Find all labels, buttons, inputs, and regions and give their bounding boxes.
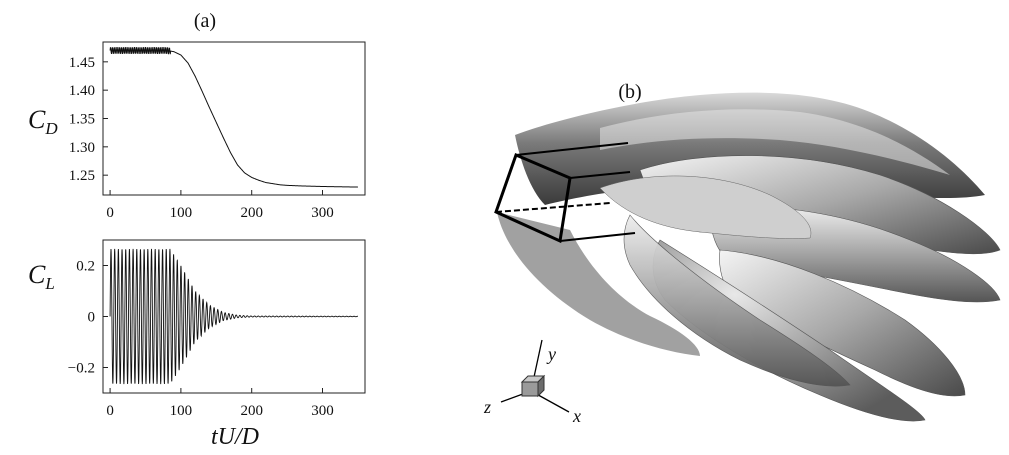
triad-label-y: y bbox=[546, 344, 556, 364]
cl-y-tick-label: −0.2 bbox=[68, 361, 95, 377]
top-ridge bbox=[600, 109, 950, 175]
cd-axis-label-main: C bbox=[28, 105, 46, 134]
cd-y-tick-label: 1.40 bbox=[69, 83, 95, 99]
triad-label-z: z bbox=[483, 397, 491, 417]
cl-x-ticks: 0 100 200 300 bbox=[106, 388, 334, 419]
cl-series-line bbox=[109, 248, 358, 385]
cd-x-tick-label: 0 bbox=[106, 205, 114, 221]
triad-label-x: x bbox=[572, 406, 581, 426]
cd-y-tick-label: 1.25 bbox=[69, 168, 95, 184]
cl-y-tick-label: 0 bbox=[88, 310, 96, 326]
cl-x-tick-label: 200 bbox=[240, 403, 263, 419]
cd-x-tick-label: 200 bbox=[240, 205, 263, 221]
cl-x-tick-label: 300 bbox=[311, 403, 334, 419]
cd-y-tick-label: 1.45 bbox=[69, 55, 95, 71]
cl-axis-label: CL bbox=[28, 260, 55, 293]
cd-x-tick-label: 300 bbox=[311, 205, 334, 221]
time-axis-label: tU/D bbox=[211, 424, 259, 450]
panel-label-b: (b) bbox=[618, 81, 641, 103]
panel-label-a: (a) bbox=[194, 10, 216, 32]
cylinder-box bbox=[494, 142, 636, 244]
cd-axis-label-sub: D bbox=[44, 119, 58, 138]
cl-plot: −0.2 0 0.2 0 100 200 300 CL tU/D bbox=[28, 239, 366, 450]
cl-axis-label-main: C bbox=[28, 260, 46, 289]
cd-x-ticks: 0 100 200 300 bbox=[106, 190, 334, 221]
cl-axis-label-sub: L bbox=[44, 274, 54, 293]
cd-series-line bbox=[109, 47, 358, 188]
cd-plot: 1.25 1.30 1.35 1.40 1.45 0 100 200 300 CD bbox=[28, 41, 366, 221]
cl-x-tick-label: 0 bbox=[106, 403, 114, 419]
cl-y-tick-label: 0.2 bbox=[76, 259, 95, 275]
cd-y-tick-label: 1.30 bbox=[69, 140, 95, 156]
cl-y-ticks: −0.2 0 0.2 bbox=[68, 259, 108, 377]
cd-y-ticks: 1.25 1.30 1.35 1.40 1.45 bbox=[69, 55, 108, 184]
lobe-5 bbox=[623, 214, 851, 387]
cd-y-tick-label: 1.35 bbox=[69, 112, 95, 128]
cd-x-tick-label: 100 bbox=[170, 205, 193, 221]
base-sheet bbox=[497, 212, 700, 356]
cd-axis-label: CD bbox=[28, 105, 58, 138]
axis-triad bbox=[500, 339, 570, 413]
cd-plot-frame bbox=[102, 41, 366, 196]
lobe-6 bbox=[599, 175, 812, 239]
cl-x-tick-label: 100 bbox=[170, 403, 193, 419]
isosurface-render: y z x bbox=[483, 92, 1001, 426]
